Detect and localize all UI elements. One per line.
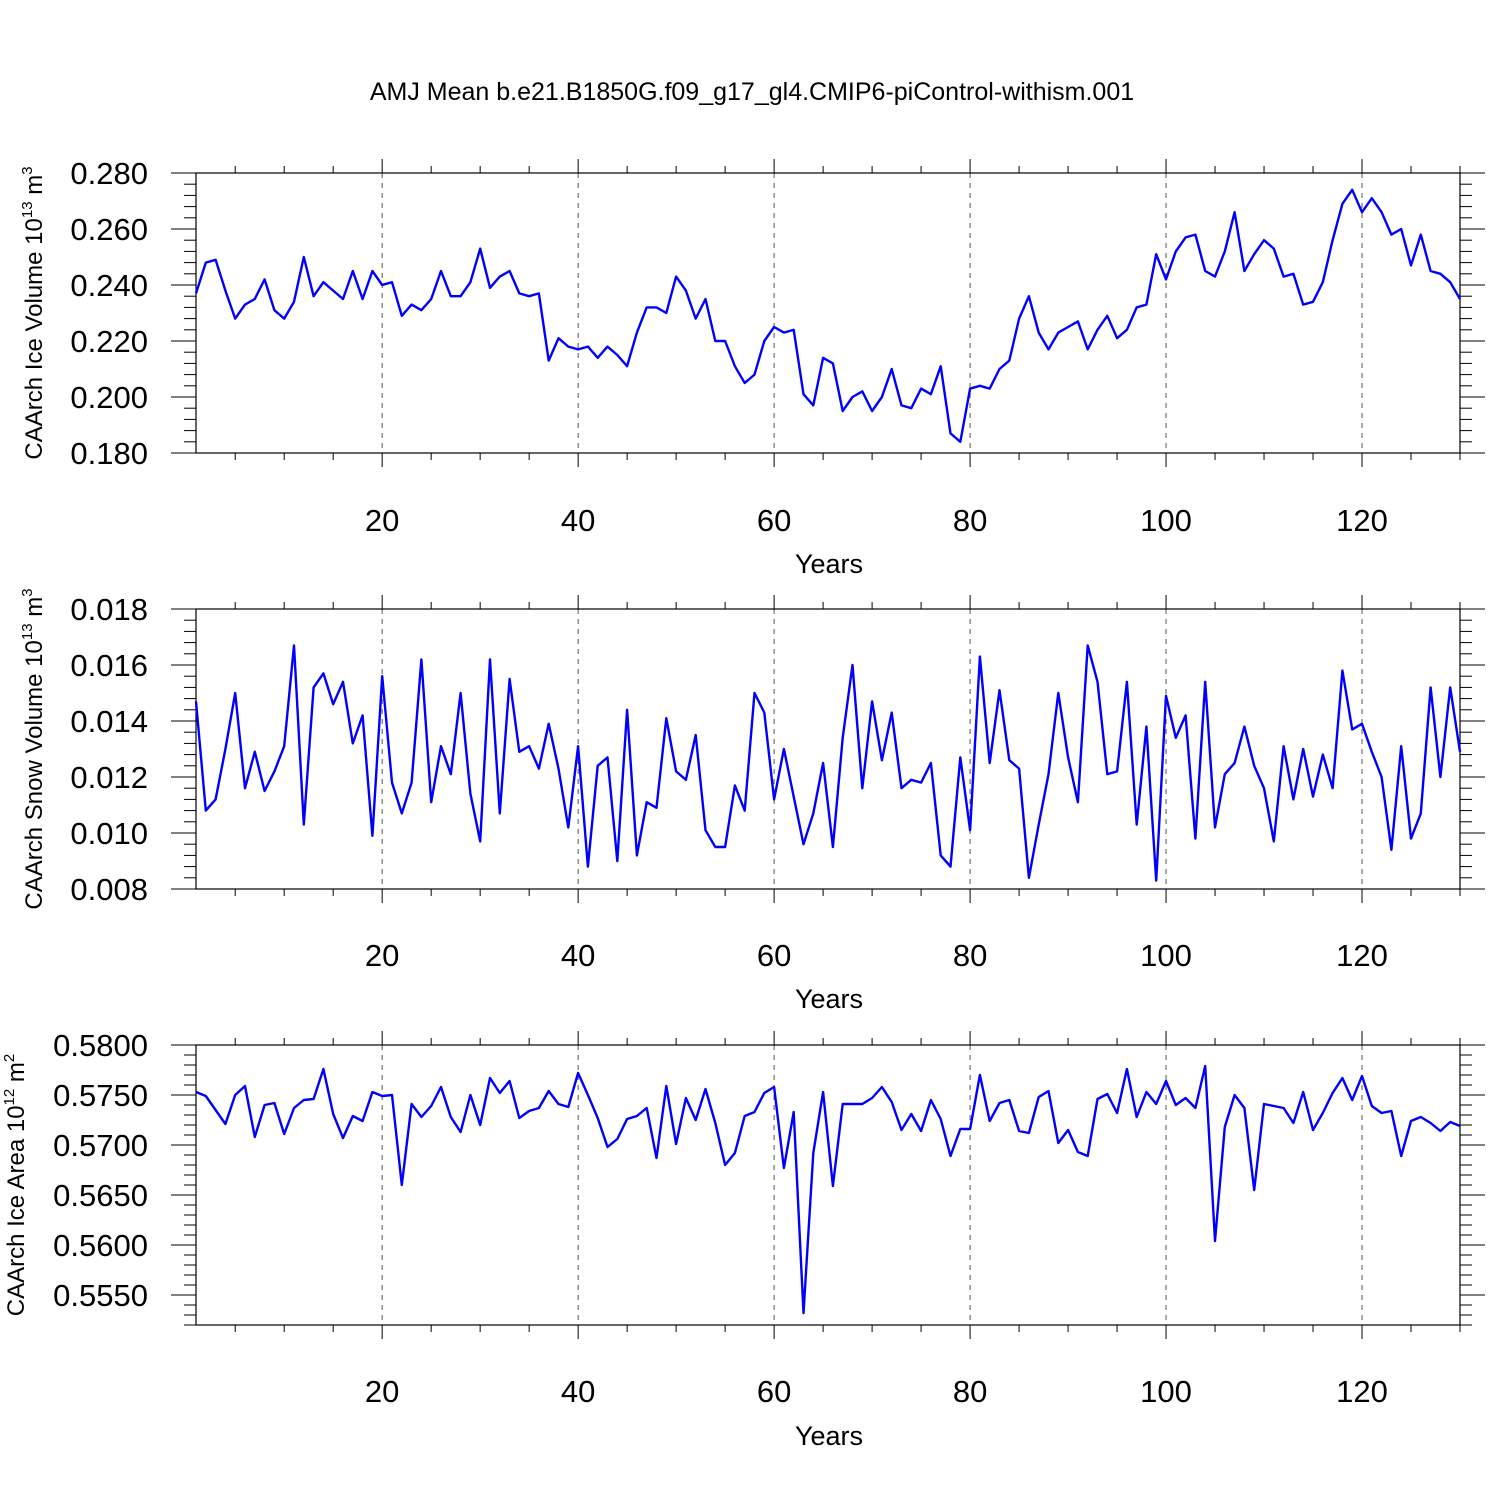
x-tick-label: 80 bbox=[953, 1374, 987, 1409]
x-tick-label: 100 bbox=[1140, 938, 1192, 973]
x-tick-label: 40 bbox=[561, 503, 595, 538]
y-axis-label-superscript: 12 bbox=[1, 1089, 18, 1106]
y-axis-label-text: CAArch Ice Area 10 bbox=[3, 1105, 30, 1316]
x-axis-label: Years bbox=[795, 1421, 863, 1451]
y-tick-label: 0.5550 bbox=[53, 1278, 148, 1313]
panel-1: 0.180 0.200 0.220 0.240 0.260 0.280 20 40 60 80 10… bbox=[19, 156, 1485, 579]
x-tick-label: 100 bbox=[1140, 1374, 1192, 1409]
x-tick-label: 120 bbox=[1336, 503, 1388, 538]
y-axis-label-text: m bbox=[3, 1062, 30, 1089]
x-tick-label: 40 bbox=[561, 1374, 595, 1409]
x-tick-label: 20 bbox=[365, 1374, 399, 1409]
y-axis-label-superscript: 13 bbox=[19, 623, 36, 640]
x-tick-label: 20 bbox=[365, 503, 399, 538]
y-tick-label: 0.010 bbox=[70, 816, 148, 851]
y-axis-label-superscript: 3 bbox=[19, 588, 36, 596]
x-tick-label: 80 bbox=[953, 503, 987, 538]
x-axis-label: Years bbox=[795, 984, 863, 1014]
series-line bbox=[194, 644, 1462, 882]
x-tick-label: 20 bbox=[365, 938, 399, 973]
panel-2: 0.008 0.010 0.012 0.014 0.016 0.018 20 40 60 80 10… bbox=[19, 588, 1485, 1014]
series-line bbox=[194, 188, 1462, 443]
x-axis-label: Years bbox=[795, 549, 863, 579]
x-tick-label: 40 bbox=[561, 938, 595, 973]
y-tick-label: 0.5600 bbox=[53, 1228, 148, 1263]
y-tick-label: 0.008 bbox=[70, 872, 148, 907]
y-tick-label: 0.280 bbox=[70, 156, 148, 191]
x-tick-label: 120 bbox=[1336, 1374, 1388, 1409]
y-axis-label-superscript: 2 bbox=[1, 1054, 18, 1062]
y-tick-label: 0.240 bbox=[70, 268, 148, 303]
plot-frame bbox=[195, 172, 1461, 454]
y-axis-label-superscript: 13 bbox=[19, 201, 36, 218]
y-tick-label: 0.016 bbox=[70, 648, 148, 683]
x-tick-label: 60 bbox=[757, 503, 791, 538]
y-axis-label-text: m bbox=[21, 175, 48, 202]
y-tick-label: 0.5650 bbox=[53, 1178, 148, 1213]
y-axis-label: CAArch Ice Volume 1013 m3 bbox=[19, 166, 48, 459]
y-tick-label: 0.5800 bbox=[53, 1028, 148, 1063]
series-line bbox=[195, 1064, 1461, 1315]
y-tick-label: 0.018 bbox=[70, 592, 148, 627]
x-tick-label: 120 bbox=[1336, 938, 1388, 973]
panels: 0.180 0.200 0.220 0.240 0.260 0.280 20 40 60 80 10… bbox=[1, 156, 1485, 1451]
y-axis-label: CAArch Ice Area 1012 m2 bbox=[1, 1054, 30, 1316]
y-axis-label-text: CAArch Ice Volume 10 bbox=[21, 218, 48, 459]
y-tick-label: 0.014 bbox=[70, 704, 148, 739]
x-tick-label: 100 bbox=[1140, 503, 1192, 538]
panel-3: 0.5550 0.5600 0.5650 0.5700 0.5750 0.5800 20 40… bbox=[1, 1028, 1485, 1451]
figure-title: AMJ Mean b.e21.B1850G.f09_g17_gl4.CMIP6-… bbox=[370, 78, 1134, 106]
plot-frame bbox=[195, 608, 1461, 890]
y-axis-label-superscript: 3 bbox=[19, 166, 36, 174]
plot-frame bbox=[195, 1044, 1461, 1326]
y-tick-label: 0.012 bbox=[70, 760, 148, 795]
x-tick-label: 60 bbox=[757, 1374, 791, 1409]
y-axis-label-text: CAArch Snow Volume 10 bbox=[21, 640, 48, 909]
y-tick-label: 0.180 bbox=[70, 436, 148, 471]
y-tick-label: 0.220 bbox=[70, 324, 148, 359]
y-tick-label: 0.5750 bbox=[53, 1078, 148, 1113]
y-axis-label-text: m bbox=[21, 597, 48, 624]
y-tick-label: 0.5700 bbox=[53, 1128, 148, 1163]
y-tick-label: 0.200 bbox=[70, 380, 148, 415]
x-tick-label: 80 bbox=[953, 938, 987, 973]
x-tick-label: 60 bbox=[757, 938, 791, 973]
y-tick-label: 0.260 bbox=[70, 212, 148, 247]
y-axis-label: CAArch Snow Volume 1013 m3 bbox=[19, 588, 48, 909]
